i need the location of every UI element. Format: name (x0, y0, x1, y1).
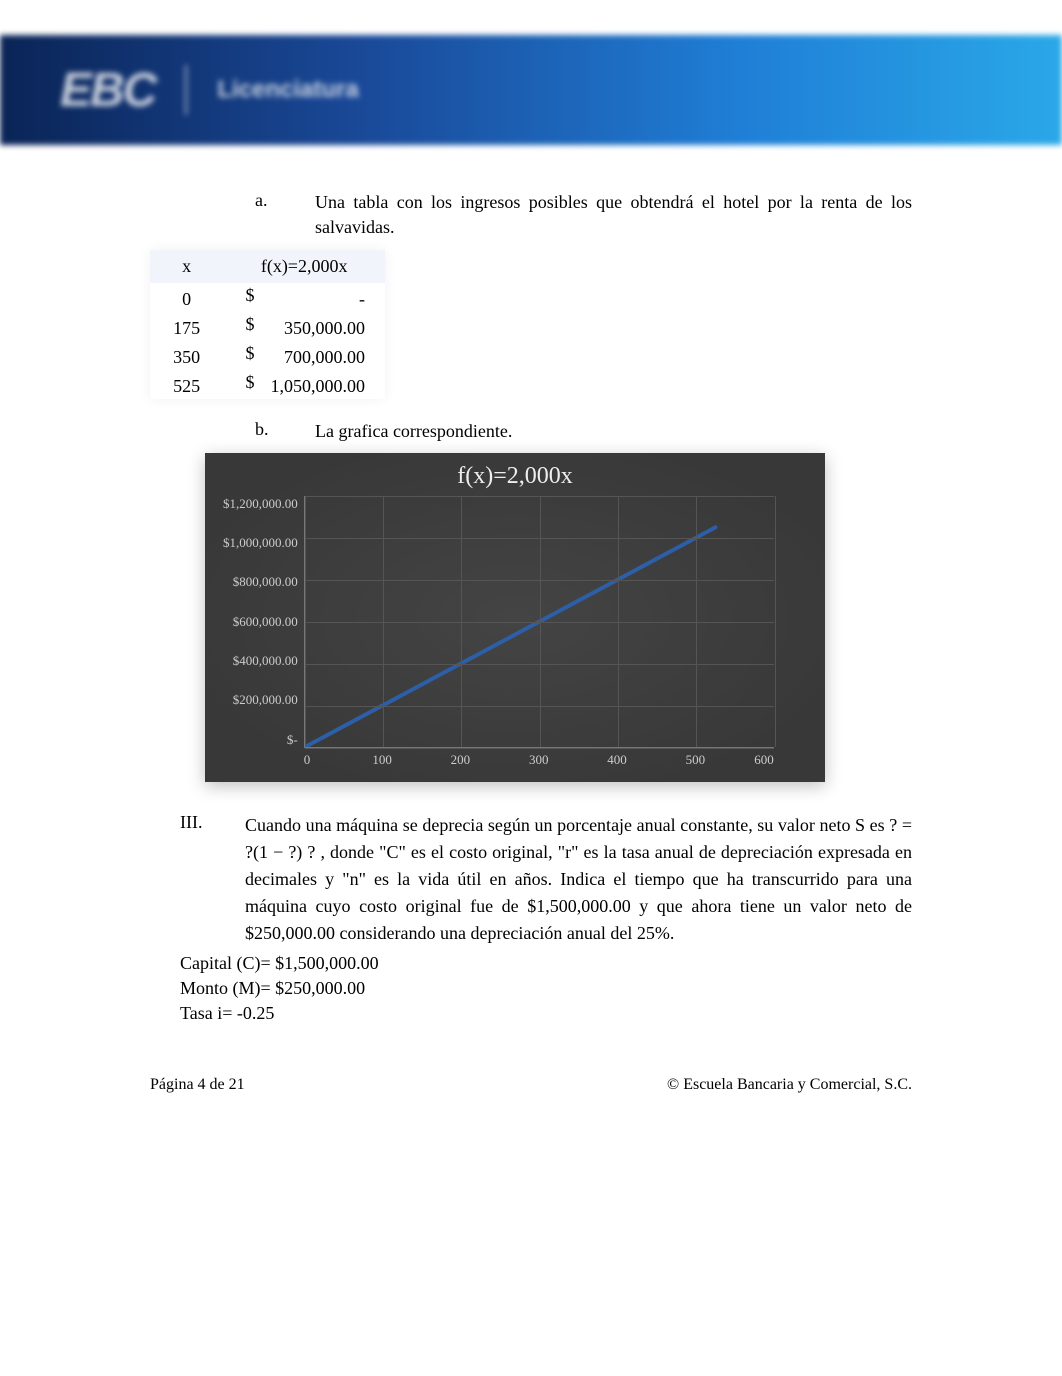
chart-x-tick-label: 100 (343, 752, 421, 768)
chart-y-tick-label: $1,000,000.00 (223, 535, 298, 551)
list-item-a: a. Una tabla con los ingresos posibles q… (245, 190, 912, 240)
chart-gridline-v (618, 496, 619, 747)
chart-y-tick-label: $200,000.00 (233, 692, 298, 708)
table-cell-x: 175 (150, 312, 223, 341)
chart-gridline-v (383, 496, 384, 747)
page-footer: Página 4 de 21 © Escuela Bancaria y Come… (150, 1076, 912, 1094)
table-cell-currency: $ (223, 341, 262, 366)
var-tasa: Tasa i= -0.25 (180, 1001, 912, 1026)
chart-gridline-h (305, 748, 774, 749)
chart-gridline-v (305, 496, 306, 747)
table-row: 0$- (150, 283, 385, 308)
section-iii-marker: III. (150, 812, 245, 947)
list-marker-b: b. (245, 419, 315, 444)
table-cell-spacer (223, 395, 262, 399)
table-cell-currency: $ (223, 283, 262, 308)
footer-right: © Escuela Bancaria y Comercial, S.C. (667, 1076, 912, 1094)
table-row: 175$350,000.00 (150, 312, 385, 337)
chart-y-tick-label: $1,200,000.00 (223, 496, 298, 512)
chart-plot-area (304, 496, 774, 748)
chart-gridline-v (696, 496, 697, 747)
table-cell-currency: $ (223, 312, 262, 337)
banner-divider (185, 65, 187, 115)
chart-x-tick-label: 600 (735, 752, 774, 768)
table-cell-value: - (263, 283, 386, 312)
chart-y-tick-label: $400,000.00 (233, 653, 298, 669)
chart-gridline-v (540, 496, 541, 747)
chart-x-axis: 0100200300400500600 (304, 752, 774, 768)
section-iii: III. Cuando una máquina se deprecia segú… (150, 812, 912, 947)
chart-y-tick-label: $800,000.00 (233, 574, 298, 590)
list-text-b: La grafica correspondiente. (315, 419, 912, 444)
chart-x-tick-label: 500 (656, 752, 734, 768)
table-cell-x: 350 (150, 341, 223, 370)
page-content: a. Una tabla con los ingresos posibles q… (0, 145, 1062, 1134)
chart-x-tick-label: 400 (578, 752, 656, 768)
income-table: x f(x)=2,000x 0$-175$350,000.00350$700,0… (150, 250, 385, 399)
list-marker-a: a. (245, 190, 315, 240)
list-text-a: Una tabla con los ingresos posibles que … (315, 190, 912, 240)
chart-y-tick-label: $600,000.00 (233, 614, 298, 630)
table-cell-value: 350,000.00 (263, 312, 386, 341)
footer-left: Página 4 de 21 (150, 1076, 245, 1094)
chart-x-tick-label: 0 (304, 752, 343, 768)
table-header-fx: f(x)=2,000x (223, 250, 385, 283)
section-iii-body: Cuando una máquina se deprecia según un … (245, 812, 912, 947)
list-item-b: b. La grafica correspondiente. (245, 419, 912, 444)
header-banner: EBC Licenciatura (0, 35, 1062, 145)
variables-block: Capital (C)= $1,500,000.00 Monto (M)= $2… (150, 951, 912, 1027)
table-header-x: x (150, 250, 223, 283)
table-cell-currency: $ (223, 370, 262, 395)
chart-gridline-v (461, 496, 462, 747)
banner-subtitle: Licenciatura (217, 76, 358, 104)
var-capital: Capital (C)= $1,500,000.00 (180, 951, 912, 976)
table-cell-x: 0 (150, 283, 223, 312)
chart-y-tick-label: $- (287, 732, 298, 748)
banner-logo: EBC (60, 63, 155, 118)
table-row: 350$700,000.00 (150, 341, 385, 366)
table-row: 525$1,050,000.00 (150, 370, 385, 395)
chart-gridline-v (775, 496, 776, 747)
chart-title: f(x)=2,000x (223, 463, 807, 490)
chart-x-tick-label: 200 (421, 752, 499, 768)
table-cell-x: 525 (150, 370, 223, 399)
chart-container: f(x)=2,000x $1,200,000.00 $1,000,000.00 $8… (205, 453, 825, 782)
chart-x-tick-label: 300 (500, 752, 578, 768)
table-cell-value: 1,050,000.00 (263, 370, 386, 399)
var-monto: Monto (M)= $250,000.00 (180, 976, 912, 1001)
chart-y-axis: $1,200,000.00 $1,000,000.00 $800,000.00 $60… (223, 496, 304, 748)
table-cell-value: 700,000.00 (263, 341, 386, 370)
